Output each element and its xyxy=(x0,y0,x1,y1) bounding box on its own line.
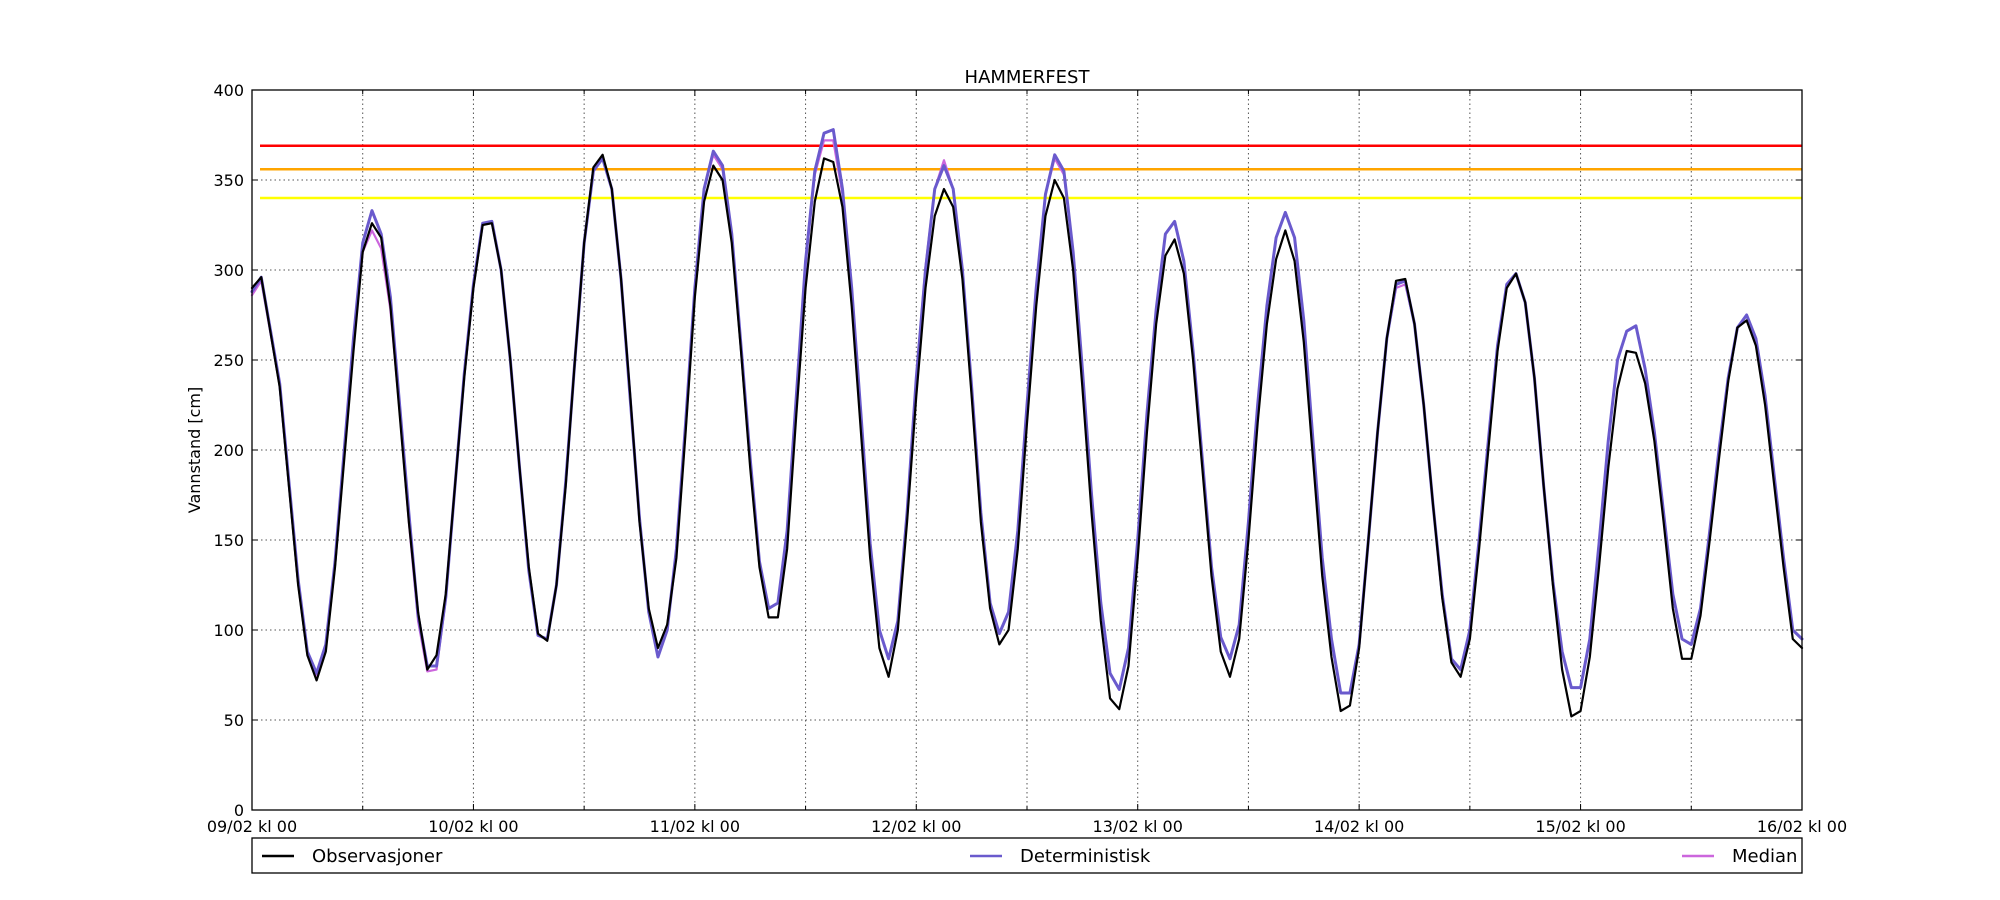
y-tick-label: 0 xyxy=(234,801,244,820)
x-tick-label: 12/02 kl 00 xyxy=(871,817,961,836)
series-lines xyxy=(250,128,1804,718)
x-tick-label: 09/02 kl 00 xyxy=(207,817,297,836)
axis-ticks: 0 50 100 150 200 250 300 350 400 09/02 kl 00 10/02… xyxy=(207,81,1847,836)
chart-title: HAMMERFEST xyxy=(965,67,1091,88)
legend-label-median: Median xyxy=(1732,846,1797,867)
y-axis-label: Vannstand [cm] xyxy=(185,387,204,513)
x-tick-label: 10/02 kl 00 xyxy=(428,817,518,836)
grid xyxy=(252,90,1802,810)
x-tick-label: 14/02 kl 00 xyxy=(1314,817,1404,836)
legend: Observasjoner Deterministisk Median xyxy=(251,837,1803,874)
threshold-lines xyxy=(260,144,1802,200)
legend-label-observasjoner: Observasjoner xyxy=(312,846,443,867)
y-tick-label: 100 xyxy=(213,621,244,640)
legend-frame xyxy=(251,837,1803,874)
x-tick-label: 11/02 kl 00 xyxy=(650,817,740,836)
x-tick-label: 16/02 kl 00 xyxy=(1757,817,1847,836)
y-tick-label: 200 xyxy=(213,441,244,460)
y-tick-label: 150 xyxy=(213,531,244,550)
legend-label-deterministisk: Deterministisk xyxy=(1020,846,1151,867)
series-line-observasjoner xyxy=(250,153,1804,718)
y-tick-label: 250 xyxy=(213,351,244,370)
x-tick-label: 15/02 kl 00 xyxy=(1535,817,1625,836)
y-tick-label: 50 xyxy=(224,711,244,730)
y-tick-label: 350 xyxy=(213,171,244,190)
y-tick-label: 300 xyxy=(213,261,244,280)
x-tick-label: 13/02 kl 00 xyxy=(1093,817,1183,836)
y-tick-label: 400 xyxy=(213,81,244,100)
